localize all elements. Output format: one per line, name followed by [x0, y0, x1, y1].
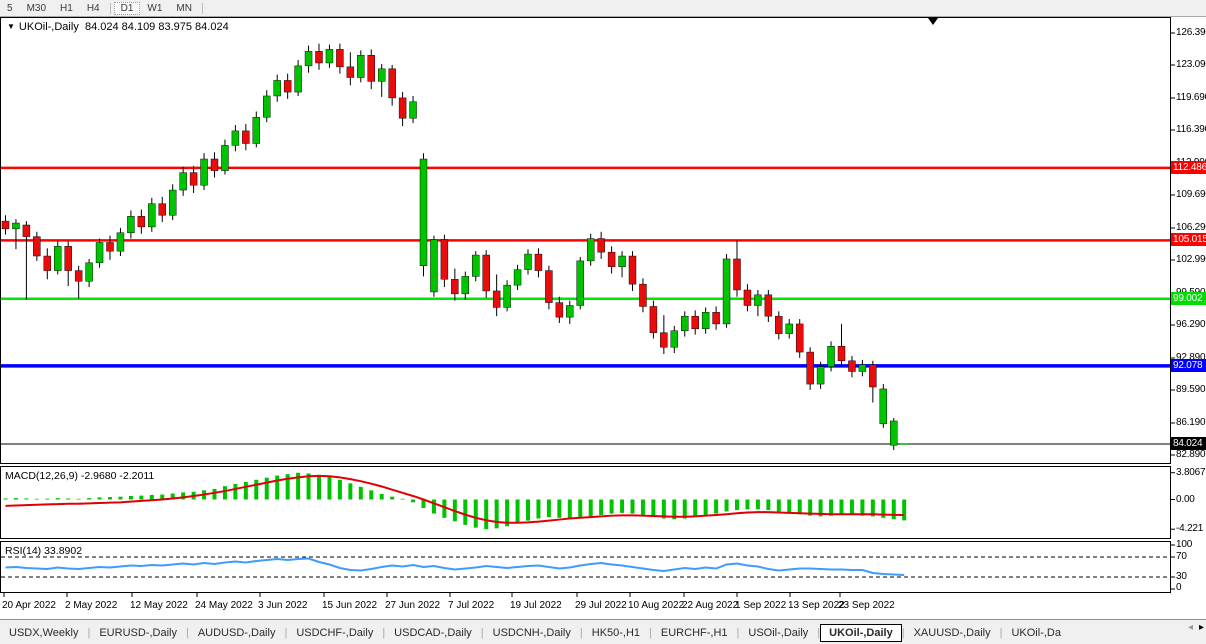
date-axis-label: 29 Jul 2022: [575, 600, 627, 611]
timeframe-button-w1[interactable]: W1: [147, 2, 163, 14]
rsi-axis-tick: 70: [1176, 551, 1187, 562]
price-level-tag: 99.002: [1171, 291, 1206, 305]
chart-symbol-period: UKOil-,Daily: [18, 21, 79, 33]
date-axis-label: 3 Jun 2022: [258, 600, 308, 611]
timeframe-button-5[interactable]: 5: [7, 2, 13, 14]
timeframe-toolbar: 5 M30 H1 H4 D1 W1 MN: [0, 0, 1206, 17]
rsi-axis-tick: 30: [1176, 571, 1187, 582]
chart-tab-ukoil-daily[interactable]: UKOil-,Daily: [820, 623, 902, 642]
tab-separator: |: [480, 626, 484, 639]
chart-tab-xauusd-daily[interactable]: XAUUSD-,Daily: [913, 626, 991, 639]
date-axis-label: 20 Apr 2022: [2, 600, 56, 611]
timeframe-button-d1[interactable]: D1: [113, 1, 141, 15]
macd-axis-tick: 3.8067: [1176, 466, 1206, 478]
chart-expander-icon[interactable]: ▼: [7, 22, 15, 31]
rsi-label: RSI(14) 33.8902: [5, 545, 83, 557]
date-axis-label: 23 Sep 2022: [838, 600, 895, 611]
tab-separator: |: [284, 626, 288, 639]
tab-separator: |: [901, 626, 905, 639]
tab-separator: |: [382, 626, 386, 639]
chart-tab-audusd-daily[interactable]: AUDUSD-,Daily: [197, 626, 276, 639]
price-axis-tick: 102.990: [1176, 254, 1206, 265]
chart-tab-usdcad-daily[interactable]: USDCAD-,Daily: [394, 626, 472, 639]
price-axis-tick: 126.390: [1176, 27, 1206, 38]
timeframe-button-m30[interactable]: M30: [26, 2, 47, 14]
date-axis-label: 27 Jun 2022: [385, 600, 441, 611]
date-axis-label: 19 Jul 2022: [510, 600, 562, 611]
tab-scroll-arrows: ◂ ▸: [1188, 622, 1204, 633]
price-axis-tick: 106.290: [1176, 221, 1206, 233]
chart-tab-usdcnh-daily[interactable]: USDCNH-,Daily: [492, 626, 571, 639]
price-axis-tick: 82.890: [1176, 448, 1206, 460]
chart-tab-bar: USDX,Weekly | EURUSD-,Daily | AUDUSD-,Daily |…: [0, 619, 1206, 644]
rsi-axis-tick: 0: [1176, 582, 1182, 593]
price-level-tag: 84.024: [1171, 436, 1206, 450]
tab-separator: |: [649, 626, 652, 639]
price-axis-tick: 89.590: [1176, 384, 1206, 395]
rsi-axis-tick: 100: [1176, 539, 1193, 550]
date-axis-label: 24 May 2022: [195, 600, 253, 611]
date-axis-label: 2 May 2022: [65, 600, 118, 611]
price-axis-tick: 123.090: [1176, 59, 1206, 70]
tab-separator: |: [817, 626, 821, 639]
tab-separator: |: [999, 626, 1003, 639]
chart-ohlc-values: 84.024 84.109 83.975 84.024: [84, 21, 229, 33]
toolbar-separator: [109, 2, 111, 14]
tab-scroll-left-icon[interactable]: ◂: [1187, 622, 1193, 633]
chart-tab-eurusd-daily[interactable]: EURUSD-,Daily: [99, 626, 177, 639]
date-axis-label: 15 Jun 2022: [322, 600, 378, 611]
chart-tab-usdx-weekly[interactable]: USDX,Weekly: [9, 626, 79, 639]
toolbar-separator: [201, 2, 203, 14]
date-axis-label: 13 Sep 2022: [788, 600, 845, 611]
tab-separator: |: [579, 626, 583, 639]
date-axis-label: 12 May 2022: [130, 600, 188, 611]
chart-tab-eurchf-h1[interactable]: EURCHF-,H1: [660, 626, 728, 639]
timeframe-button-h1[interactable]: H1: [60, 2, 73, 14]
price-axis-tick: 96.290: [1176, 319, 1206, 330]
chart-title: ▼ UKOil-,Daily 84.024 84.109 83.975 84.02…: [7, 21, 229, 33]
date-axis-label: 7 Jul 2022: [448, 600, 495, 611]
price-level-tag: 112.486: [1171, 160, 1206, 174]
tab-separator: |: [736, 626, 740, 639]
date-axis-label: 22 Aug 2022: [682, 600, 739, 611]
date-axis-label: 1 Sep 2022: [735, 600, 787, 611]
chart-tab-usoil-daily[interactable]: USOil-,Daily: [748, 626, 809, 639]
date-axis-label: 10 Aug 2022: [628, 600, 685, 611]
timeframe-button-h4[interactable]: H4: [86, 2, 100, 14]
chart-tab-ukoil-da[interactable]: UKOil-,Da: [1011, 626, 1061, 639]
price-axis-tick: 116.390: [1176, 124, 1206, 135]
timeframe-button-mn[interactable]: MN: [176, 2, 192, 14]
chart-tab-usdchf-daily[interactable]: USDCHF-,Daily: [296, 626, 374, 639]
tab-scroll-right-icon[interactable]: ▸: [1198, 622, 1204, 633]
price-level-tag: 92.078: [1171, 358, 1206, 372]
price-axis-tick: 119.690: [1176, 91, 1206, 103]
price-level-tag: 105.015: [1171, 233, 1206, 247]
chart-tab-hk50-h1[interactable]: HK50-,H1: [591, 626, 641, 639]
tab-separator: |: [185, 626, 189, 639]
price-axis-tick: 109.690: [1176, 189, 1206, 200]
macd-label: MACD(12,26,9) -2.9680 -2.2011: [5, 470, 155, 482]
price-axis-tick: 92.890: [1176, 351, 1206, 363]
macd-axis-tick: 0.00: [1176, 493, 1195, 505]
price-axis-tick: 86.190: [1176, 416, 1206, 428]
macd-axis-tick: -4.221: [1176, 523, 1204, 535]
tab-separator: |: [87, 626, 91, 639]
